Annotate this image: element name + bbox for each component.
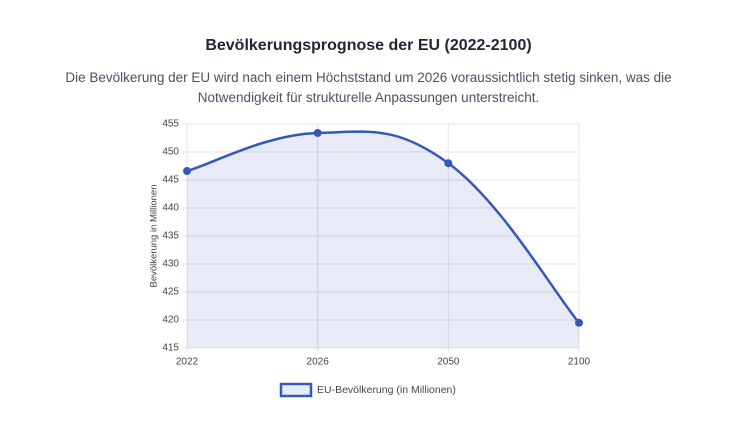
area xyxy=(187,131,579,348)
line xyxy=(186,130,580,324)
legend-swatch xyxy=(279,382,313,398)
y-axis-label: Bevölkerung in Millionen xyxy=(149,185,160,288)
y-tick-label: 445 xyxy=(162,175,179,186)
y-tick-label: 425 xyxy=(162,287,179,298)
point xyxy=(444,159,453,168)
chart-subtitle: Die Bevölkerung der EU wird nach einem H… xyxy=(65,70,672,105)
y-tick-label: 450 xyxy=(162,147,179,158)
y-tick-label: 420 xyxy=(162,315,179,326)
y-tick-label: 415 xyxy=(162,343,179,354)
point xyxy=(575,318,583,327)
y-tick-label: 435 xyxy=(162,231,179,242)
x-tick-label: 2100 xyxy=(568,357,591,368)
x-tick-label: 2026 xyxy=(307,357,330,368)
y-tick-label: 430 xyxy=(162,259,179,270)
point xyxy=(313,128,322,137)
x-tick-label: 2022 xyxy=(176,357,199,368)
y-tick-label: 440 xyxy=(162,203,179,214)
legend-label: EU-Bevölkerung (in Millionen) xyxy=(317,384,456,396)
y-tick-label: 455 xyxy=(162,119,179,130)
chart-title: Bevölkerungsprognose der EU (2022-2100) xyxy=(205,37,532,54)
point xyxy=(183,167,191,176)
x-tick-label: 2050 xyxy=(437,357,460,368)
